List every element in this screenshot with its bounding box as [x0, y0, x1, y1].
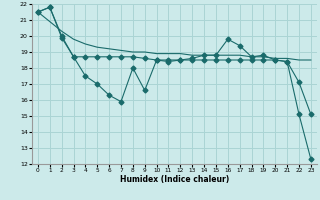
X-axis label: Humidex (Indice chaleur): Humidex (Indice chaleur): [120, 175, 229, 184]
